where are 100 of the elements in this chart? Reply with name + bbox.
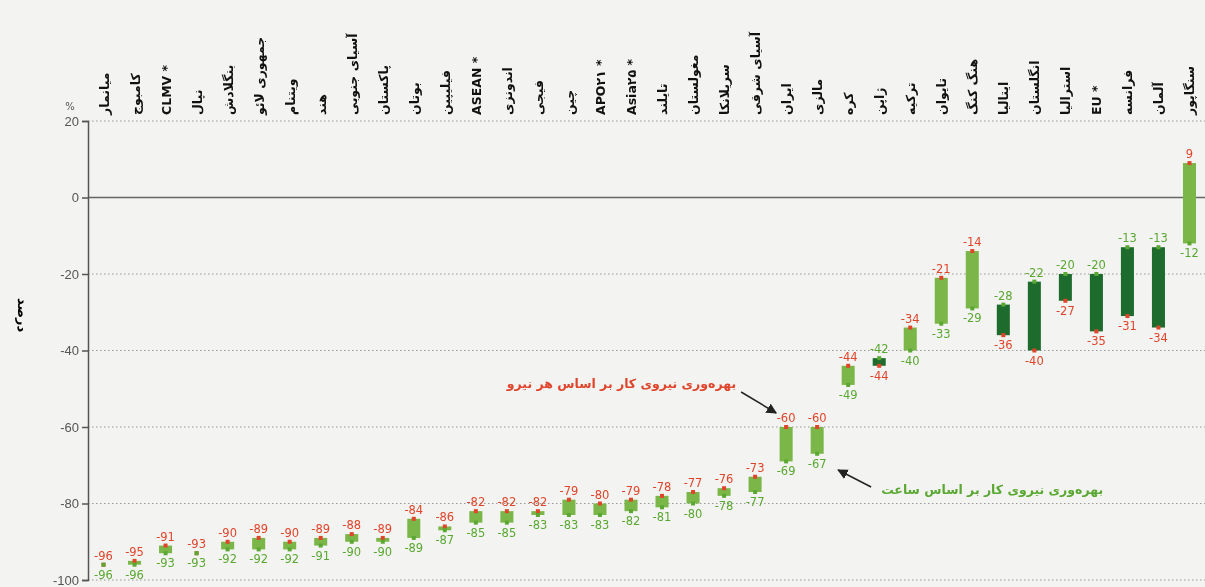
- data-label: -80: [590, 487, 610, 502]
- x-tick-label: کامبوج: [127, 72, 143, 115]
- point: [722, 486, 727, 491]
- point: [1032, 348, 1037, 353]
- x-tick-label: ژاپن: [872, 87, 888, 115]
- data-label: -90: [280, 525, 300, 540]
- x-tick-label: تایلند: [655, 83, 671, 115]
- data-label: -27: [1055, 303, 1075, 318]
- x-tick-label: ایران: [779, 83, 795, 115]
- bar: [810, 427, 824, 454]
- point: [784, 425, 789, 429]
- x-tick-label: مالزی: [810, 78, 826, 115]
- point: [225, 547, 230, 552]
- point: [1063, 298, 1068, 303]
- data-label: -86: [435, 510, 455, 525]
- point: [287, 547, 292, 552]
- bar: [655, 495, 669, 508]
- x-tick-label: ویتنام: [282, 78, 299, 115]
- x-tick-label: مغولستان: [686, 54, 702, 115]
- point: [442, 528, 447, 533]
- x-tick-label: سریلانکا: [717, 64, 733, 115]
- x-tick-label: ایتالیا: [996, 81, 1012, 115]
- data-label: -93: [187, 537, 206, 552]
- data-label: -79: [559, 483, 579, 498]
- point: [566, 497, 571, 502]
- x-tick-label: فرانسه: [1120, 69, 1136, 115]
- bar: [1027, 281, 1041, 351]
- point: [411, 516, 416, 521]
- data-label: -40: [1024, 353, 1044, 368]
- x-tick-label: پاکستان: [375, 65, 391, 115]
- point: [380, 539, 385, 544]
- point: [473, 520, 478, 525]
- point: [939, 321, 944, 326]
- point: [411, 535, 416, 540]
- point: [1094, 272, 1099, 276]
- point: [691, 501, 696, 506]
- data-label: -28: [993, 288, 1013, 303]
- bar: [500, 511, 514, 523]
- x-tick-label: EU *: [1089, 84, 1105, 115]
- text: %: [65, 101, 75, 112]
- point: [1001, 302, 1006, 307]
- point: [908, 348, 913, 353]
- data-label: -89: [404, 540, 424, 555]
- point: [163, 551, 168, 556]
- bar: [841, 365, 855, 385]
- data-label: -90: [218, 525, 238, 540]
- bar: [779, 427, 793, 462]
- data-label: -90: [373, 544, 393, 559]
- point: [1063, 272, 1068, 276]
- point: [473, 509, 478, 514]
- point: [970, 249, 975, 254]
- data-label: -69: [776, 464, 796, 479]
- point: [504, 509, 509, 514]
- x-tick-label: CLMV *: [158, 64, 174, 115]
- data-label: -29: [962, 311, 982, 326]
- point: [566, 512, 571, 517]
- y-tick-label: -80: [60, 496, 79, 512]
- x-tick-label: اندونزی: [499, 67, 515, 115]
- data-label: -83: [528, 517, 548, 532]
- x-tick-label: نپال: [189, 89, 205, 115]
- data-label: -79: [621, 483, 641, 498]
- point: [225, 539, 230, 544]
- point: [1156, 325, 1161, 330]
- text: بهره‌وری نیروی کار بر اساس ساعت: [881, 482, 1104, 497]
- point: [660, 505, 665, 510]
- x-tick-label: بوتان: [406, 82, 422, 115]
- data-label: -67: [807, 456, 827, 471]
- point: [318, 543, 323, 548]
- data-label: -89: [311, 521, 331, 536]
- data-label: -40: [900, 353, 920, 368]
- x-tick-label: بنگلادش: [220, 64, 236, 115]
- y-tick-label: 0: [71, 190, 79, 206]
- point: [753, 474, 758, 479]
- point: [597, 512, 602, 517]
- data-label: -89: [249, 521, 269, 536]
- x-tick-label: انگلستان: [1027, 60, 1043, 115]
- data-label: -35: [1087, 334, 1106, 349]
- point: [1032, 279, 1037, 284]
- point: [287, 539, 292, 544]
- point: [1001, 333, 1006, 338]
- data-label: -82: [528, 495, 548, 510]
- x-tick-label: فیلیپین: [437, 70, 453, 115]
- data-label: -77: [745, 495, 765, 510]
- data-label: -91: [311, 548, 331, 563]
- bar: [965, 251, 979, 309]
- data-label: -96: [94, 567, 113, 582]
- point: [163, 543, 168, 548]
- data-label: -93: [187, 556, 206, 571]
- point: [815, 425, 820, 429]
- point: [753, 490, 758, 495]
- data-label: -60: [776, 411, 796, 425]
- y-tick-label: 20: [64, 113, 79, 129]
- y-axis-title: درصد: [15, 297, 30, 333]
- point: [1125, 245, 1130, 250]
- data-label: -96: [94, 548, 113, 563]
- point: [132, 562, 137, 567]
- bar: [562, 499, 576, 515]
- point: [628, 497, 633, 502]
- x-tick-label: میانمار: [96, 72, 112, 116]
- point: [349, 539, 354, 544]
